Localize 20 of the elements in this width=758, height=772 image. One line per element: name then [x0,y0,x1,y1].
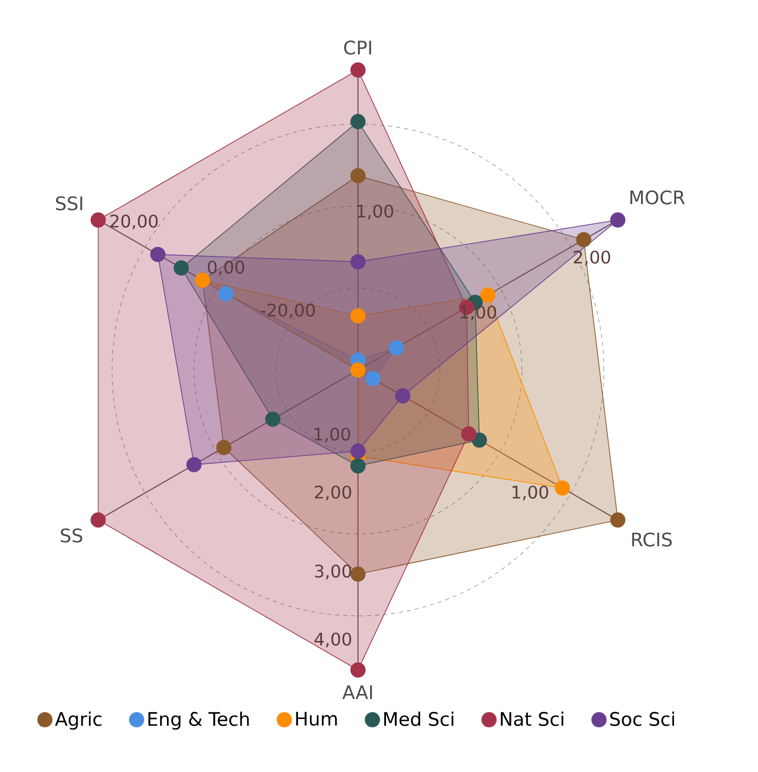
legend-label: Hum [296,712,337,726]
text: 1,00 [314,428,350,442]
spoke-label: SS [60,528,82,543]
text: 2,00 [314,486,352,500]
text: 3,00 [315,564,352,580]
spoke-label: AAI [342,685,372,699]
spoke-label: SSI [56,196,82,210]
text: 20,00 [110,214,158,230]
legend-label: Agric [55,712,102,730]
text: 1,00 [512,486,548,500]
text: 4,00 [314,632,352,648]
spoke-label: RCIS [632,532,672,547]
spoke-label: CPI [344,40,372,55]
legend-label: Eng & Tech [148,712,249,730]
legend-label: Soc Sci [610,712,674,726]
spoke-label: MOCR [630,190,685,204]
text: -20,00 [260,304,315,318]
legend-label: Med Sci [384,712,454,726]
legend-label: Nat Sci [500,712,564,726]
text: 0,00 [208,260,244,276]
